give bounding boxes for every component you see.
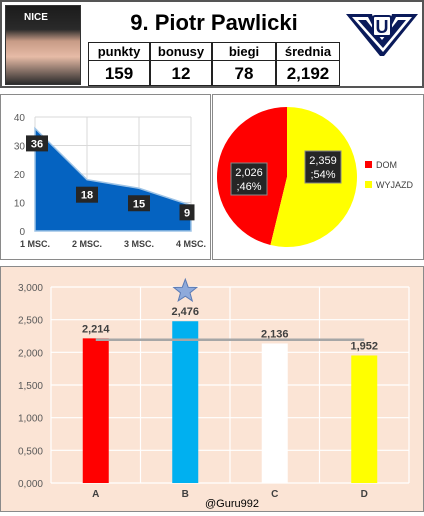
area-data-label-bg <box>76 186 98 203</box>
pie-legend-swatch <box>365 181 372 188</box>
pie-data-label-percent: ;54% <box>310 169 335 181</box>
bar-xtick-label: D <box>361 489 368 500</box>
stat-punkty: punkty 159 <box>88 42 150 86</box>
pie-data-label-bg <box>230 162 268 196</box>
area-data-label: 18 <box>81 190 93 202</box>
bar-ytick-label: 1,500 <box>18 381 43 392</box>
area-xtick-label: 1 MSC. <box>20 239 50 249</box>
monthly-area-panel: 0 10 20 30 40 1 MSC. 2 MSC. 3 MSC. 4 MSC. 36 18 15 9 <box>0 94 211 260</box>
bar-c <box>261 343 288 483</box>
bar-ytick-label: 2,500 <box>18 316 43 327</box>
area-data-label-bg <box>26 135 48 152</box>
area-xtick-label: 4 MSC. <box>176 239 206 249</box>
average-bar-chart: @Guru992 0,000 0,500 1,000 1,500 2,000 2,500 3… <box>18 277 410 510</box>
bar-xtick-label: B <box>182 489 189 500</box>
pie-data-label-value: 2,026 <box>235 167 263 179</box>
area-data-label-bg <box>179 204 195 221</box>
bar-b <box>172 321 199 483</box>
pie-legend-label: DOM <box>376 160 397 170</box>
bar-d <box>351 355 378 483</box>
bar-a <box>82 338 109 483</box>
stat-value: 2,192 <box>286 64 330 83</box>
bar-ytick-label: 1,000 <box>18 414 43 425</box>
rider-photo: NICE <box>5 5 81 85</box>
stat-value: 159 <box>104 64 134 83</box>
area-data-label: 15 <box>133 198 145 210</box>
pie-data-label-bg <box>304 150 342 184</box>
average-bar-panel: @Guru992 0,000 0,500 1,000 1,500 2,000 2,500 3… <box>0 266 424 512</box>
cap-text: NICE <box>24 12 48 23</box>
area-xtick-label: 3 MSC. <box>124 239 154 249</box>
logo-letter: U <box>376 17 389 37</box>
stat-label: biegi <box>213 43 275 61</box>
bar-data-label: 2,136 <box>261 328 289 340</box>
area-ytick-label: 30 <box>14 142 26 153</box>
area-xtick-label: 2 MSC. <box>72 239 102 249</box>
stat-bonusy: bonusy 12 <box>150 42 212 86</box>
bar-xtick-label: C <box>271 489 278 500</box>
rider-header: NICE 9. Piotr Pawlicki punkty 159 bonusy… <box>0 0 424 88</box>
stat-label: średnia <box>277 43 339 61</box>
stat-label: punkty <box>89 43 149 61</box>
credit-text: @Guru992 <box>205 498 259 510</box>
home-away-pie-panel: 2,026 ;46% 2,359 ;54% DOM WYJAZD <box>212 94 424 260</box>
bar-ytick-label: 0,500 <box>18 446 43 457</box>
bar-xtick-label: A <box>92 489 99 500</box>
area-data-label-bg <box>128 195 150 212</box>
area-ytick-label: 10 <box>14 199 26 210</box>
area-ytick-label: 20 <box>14 170 26 181</box>
pie-legend-label: WYJAZD <box>376 180 413 190</box>
stat-label: bonusy <box>151 43 211 61</box>
pie-data-label-percent: ;46% <box>236 181 261 193</box>
rider-title: 9. Piotr Pawlicki <box>130 10 298 35</box>
area-data-label: 36 <box>31 138 43 150</box>
bar-data-label: 2,214 <box>82 323 110 335</box>
pie-legend-swatch <box>365 161 372 168</box>
bar-data-label: 2,476 <box>171 306 199 318</box>
bar-ytick-label: 3,000 <box>18 283 43 294</box>
stat-srednia: średnia 2,192 <box>276 42 340 86</box>
pie-data-label-value: 2,359 <box>309 155 337 167</box>
bar-ytick-label: 0,000 <box>18 479 43 490</box>
monthly-area-chart: 0 10 20 30 40 1 MSC. 2 MSC. 3 MSC. 4 MSC. 36 18 15 9 <box>14 113 206 249</box>
area-ytick-label: 40 <box>14 113 26 124</box>
bar-ytick-label: 2,000 <box>18 348 43 359</box>
home-away-pie-chart: 2,026 ;46% 2,359 ;54% DOM WYJAZD <box>217 107 413 247</box>
stat-value: 78 <box>234 64 254 83</box>
stat-biegi: biegi 78 <box>212 42 276 86</box>
area-series <box>34 126 192 232</box>
area-ytick-label: 0 <box>19 227 25 238</box>
bar-data-label: 1,952 <box>350 340 378 352</box>
club-logo: U <box>346 14 418 56</box>
area-data-label: 9 <box>184 207 190 219</box>
stat-value: 12 <box>171 64 191 83</box>
highlight-star-icon <box>172 277 199 303</box>
